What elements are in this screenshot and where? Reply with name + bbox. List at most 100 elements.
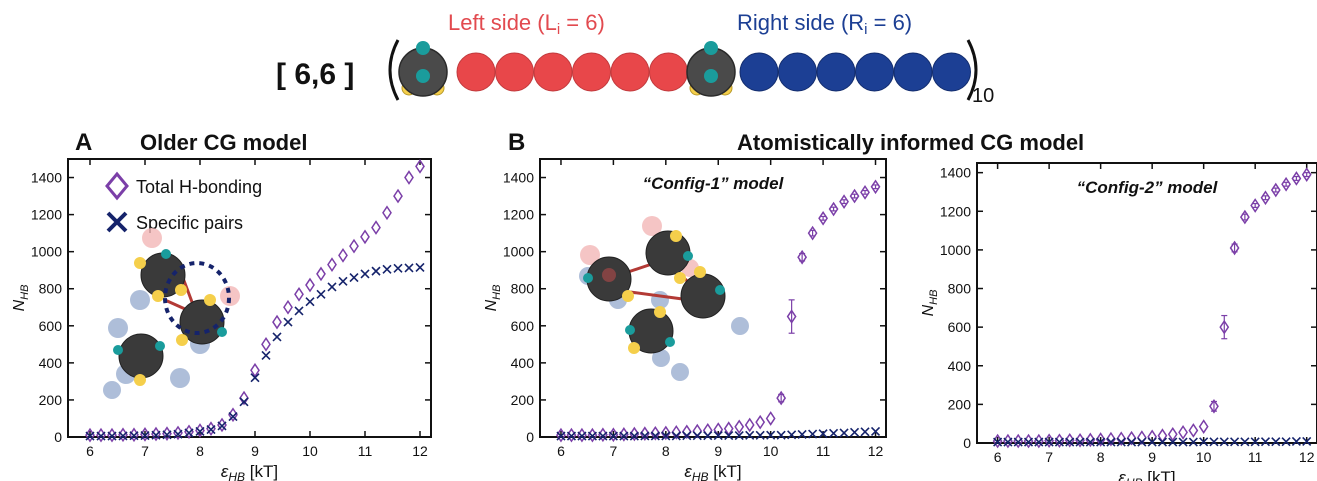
x-tick-label: 8	[662, 443, 670, 459]
point-specific-pairs	[151, 430, 161, 440]
point-total-hbonding	[393, 188, 403, 204]
point-specific-pairs	[629, 431, 639, 441]
x-tick-label: 7	[609, 443, 617, 459]
hb-bead	[645, 230, 691, 276]
y-tick-label: 800	[511, 281, 535, 297]
point-total-hbonding	[797, 249, 808, 265]
point-specific-pairs	[1250, 437, 1260, 447]
point-specific-pairs	[724, 430, 734, 441]
chart-title: “Config-1” model	[643, 174, 785, 193]
x-tick-label: 9	[251, 443, 259, 459]
point-specific-pairs	[1188, 437, 1198, 447]
hb-bead	[680, 273, 726, 319]
y-axis-label: NHB	[483, 285, 503, 312]
y-tick-label: 600	[39, 318, 63, 334]
point-specific-pairs	[1157, 437, 1168, 447]
donor-bead	[715, 285, 725, 295]
point-specific-pairs	[349, 273, 359, 283]
donor-bead	[155, 341, 165, 351]
x-tick-label: 8	[196, 443, 204, 459]
donor-bead	[704, 69, 718, 83]
right-bead	[739, 52, 779, 92]
point-total-hbonding	[1281, 176, 1291, 192]
point-total-hbonding	[1219, 319, 1230, 335]
point-total-hbonding	[1270, 182, 1281, 198]
point-specific-pairs	[849, 427, 860, 437]
point-total-hbonding	[828, 201, 839, 217]
legend-total-label: Total H-bonding	[136, 177, 262, 197]
point-total-hbonding	[1178, 425, 1188, 440]
x-tick-label: 10	[763, 443, 779, 459]
point-specific-pairs	[1065, 437, 1075, 447]
point-specific-pairs	[393, 263, 403, 273]
acceptor-bead	[694, 266, 706, 278]
y-tick-label: 800	[948, 281, 972, 297]
x-tick-label: 9	[714, 443, 722, 459]
x-axis-label: εHB [kT]	[684, 462, 741, 481]
sequence-label: [ 6,6 ]	[276, 58, 354, 91]
x-tick-label: 12	[412, 443, 428, 459]
point-total-hbonding	[349, 238, 359, 254]
y-tick-label: 1000	[940, 242, 971, 258]
right-bead	[855, 52, 894, 92]
chart-config-1: 6 7 8 9 10 11 12 0 200 400 600 800 1000 1200 1400 εHB […	[483, 158, 887, 481]
point-total-hbonding	[629, 426, 640, 442]
point-specific-pairs	[228, 412, 238, 422]
acceptor-bead	[622, 290, 634, 302]
right-side-label: Right side (Ri = 6)	[737, 10, 912, 38]
acceptor-bead	[134, 257, 146, 269]
point-specific-pairs	[1240, 437, 1250, 447]
point-specific-pairs	[556, 431, 566, 441]
point-specific-pairs	[829, 428, 839, 438]
point-specific-pairs	[787, 430, 797, 440]
point-specific-pairs	[1106, 437, 1116, 447]
highlight-ring	[163, 261, 231, 335]
point-specific-pairs	[1126, 437, 1137, 447]
donor-bead	[416, 69, 430, 83]
point-specific-pairs	[608, 431, 618, 441]
point-total-hbonding	[1260, 190, 1271, 206]
point-specific-pairs	[1209, 437, 1219, 447]
point-specific-pairs	[1302, 436, 1312, 447]
point-specific-pairs	[797, 429, 807, 439]
y-tick-label: 200	[39, 392, 63, 408]
left-bead	[610, 52, 650, 92]
donor-bead	[683, 251, 693, 261]
point-total-hbonding	[272, 314, 282, 330]
point-total-hbonding	[228, 407, 238, 423]
legend-x-marker	[106, 211, 128, 233]
y-tick-label: 1400	[31, 170, 62, 186]
left-bead	[456, 52, 496, 92]
point-specific-pairs	[327, 282, 337, 292]
x-tick-label: 6	[557, 443, 565, 459]
point-total-hbonding	[818, 210, 828, 226]
point-total-hbonding	[316, 266, 326, 282]
point-specific-pairs	[250, 373, 260, 383]
point-specific-pairs	[766, 430, 776, 440]
point-specific-pairs	[860, 427, 870, 437]
right-bead	[652, 349, 670, 367]
x-tick-label: 6	[994, 449, 1002, 465]
chart-config-2: 6 7 8 9 10 11 12 0 200 400 600 800 1000 1200 1400 εHB […	[920, 162, 1317, 481]
left-bead	[649, 52, 688, 92]
hb-bead	[179, 299, 225, 345]
point-total-hbonding	[681, 424, 692, 440]
point-specific-pairs	[1096, 437, 1106, 447]
point-specific-pairs	[1034, 437, 1044, 447]
y-axis-label: NHB	[11, 285, 31, 312]
left-bracket	[388, 39, 400, 101]
y-tick-label: 0	[54, 429, 62, 445]
x-axis-label: εHB [kT]	[1118, 468, 1175, 481]
chart-older-cg: 6 7 8 9 10 11 12 0 200 400 600 800 1000 1200 1400 εHB […	[11, 158, 432, 481]
point-specific-pairs	[338, 276, 348, 286]
bead-chain	[398, 41, 971, 97]
point-specific-pairs	[85, 431, 95, 441]
point-total-hbonding	[702, 422, 713, 438]
point-specific-pairs	[993, 437, 1003, 447]
point-total-hbonding	[692, 423, 703, 439]
point-total-hbonding	[849, 188, 860, 204]
point-total-hbonding	[294, 286, 304, 302]
legend-specific-label: Specific pairs	[136, 213, 243, 233]
plot-frame	[539, 158, 887, 438]
point-total-hbonding	[660, 425, 671, 441]
